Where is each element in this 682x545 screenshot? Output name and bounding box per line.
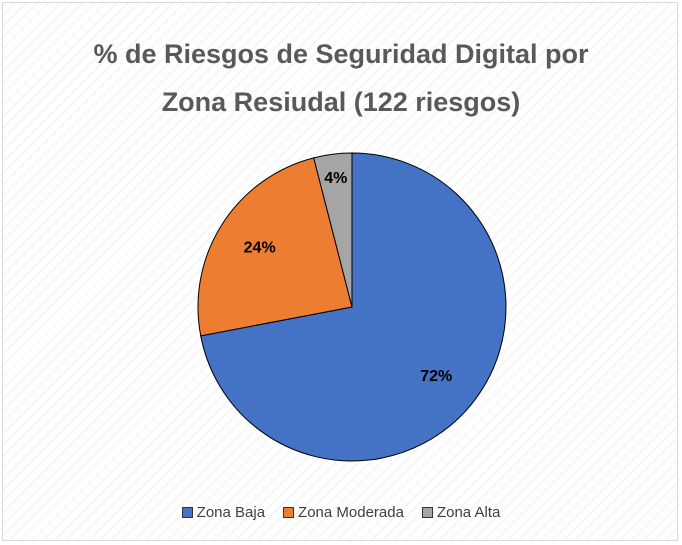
legend-label: Zona Moderada: [298, 504, 404, 521]
legend-label: Zona Baja: [196, 504, 266, 521]
legend: Zona Baja Zona Moderada Zona Alta: [0, 504, 682, 521]
legend-swatch: [181, 507, 193, 518]
data-label: 24%: [244, 240, 276, 257]
legend-label: Zona Alta: [436, 504, 501, 521]
pie-slice: [313, 152, 353, 308]
pie-slice: [200, 152, 507, 462]
legend-item: Zona Moderada: [283, 504, 404, 521]
legend-item: Zona Baja: [181, 504, 266, 521]
pie-slice: [197, 157, 353, 337]
legend-item: Zona Alta: [421, 504, 501, 521]
data-label: 72%: [420, 368, 452, 385]
legend-swatch: [283, 507, 295, 518]
chart-title: % de Riesgos de Seguridad Digital por Zo…: [93, 39, 589, 117]
data-label: 4%: [324, 170, 347, 187]
legend-swatch: [421, 507, 433, 518]
